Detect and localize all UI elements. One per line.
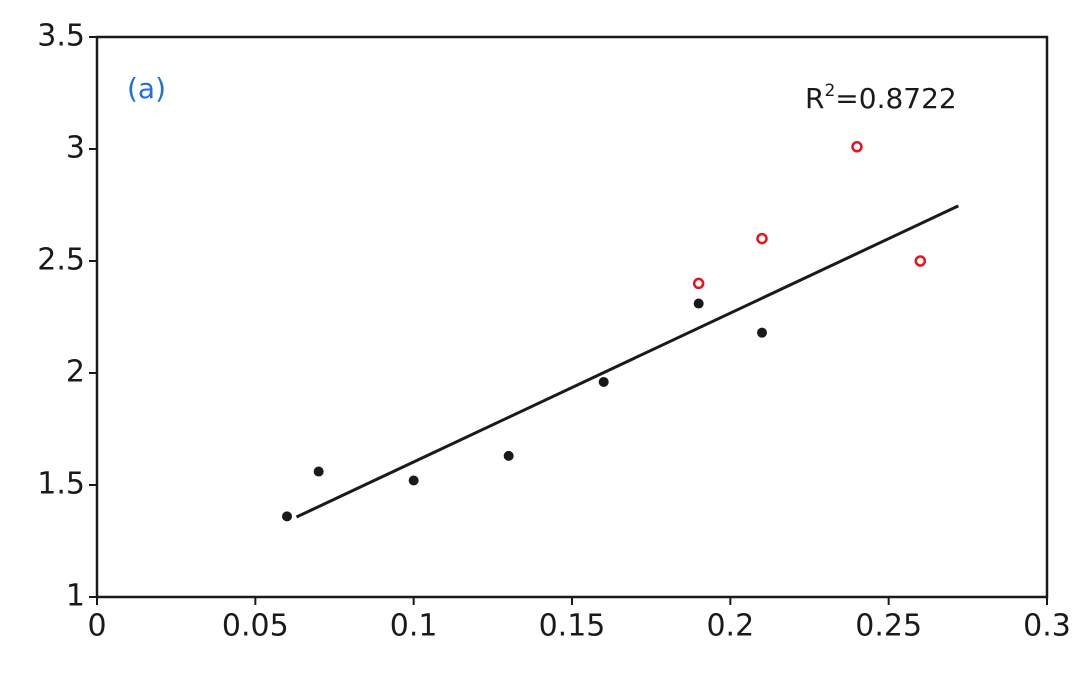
annotation-superscript: 2 (824, 81, 835, 101)
data-point (914, 255, 927, 267)
data-point (408, 475, 419, 486)
y-tick-label: 3 (66, 131, 85, 166)
x-tick-label: 0 (87, 609, 106, 644)
data-point (757, 327, 767, 338)
x-tick-label: 0.1 (390, 609, 438, 644)
data-point (598, 376, 609, 387)
y-tick-label: 2.5 (37, 243, 85, 278)
x-tick-label: 0.15 (539, 609, 606, 644)
annotation: R2=0.8722 (805, 81, 957, 115)
annotation-base: R (805, 82, 824, 115)
panel-label: (a) (127, 72, 166, 105)
data-point (851, 141, 863, 153)
x-tick-label: 0.05 (222, 609, 289, 644)
trend-line (295, 204, 959, 519)
y-tick-label: 1 (66, 579, 85, 614)
plot-frame (95, 35, 1049, 599)
x-tick-label: 0.2 (706, 609, 754, 644)
data-point (503, 450, 514, 461)
y-tick-label: 3.5 (37, 19, 85, 54)
x-tick-label: 0.3 (1023, 609, 1071, 644)
data-point (692, 277, 705, 290)
data-point (313, 466, 324, 477)
y-tick-label: 1.5 (37, 467, 85, 502)
data-point (282, 511, 292, 522)
y-tick-label: 2 (66, 355, 85, 390)
data-point (756, 232, 768, 245)
x-tick-label: 0.25 (855, 609, 922, 644)
annotation-text: =0.8722 (835, 82, 956, 115)
data-point (693, 298, 704, 309)
